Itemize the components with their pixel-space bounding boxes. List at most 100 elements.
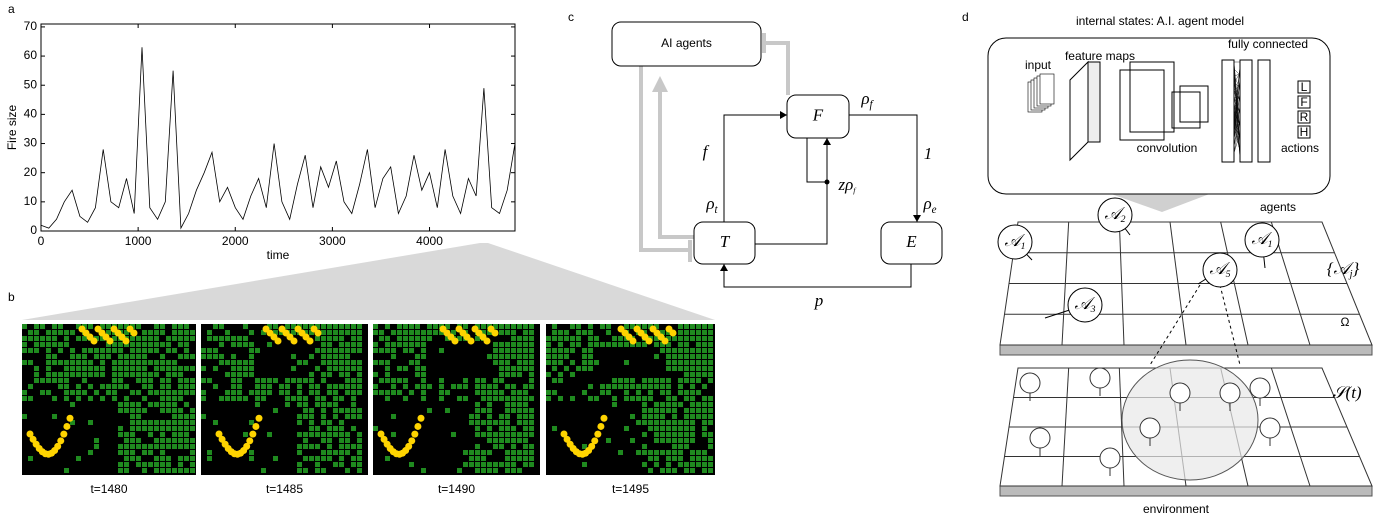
tree-cell (255, 396, 260, 401)
tree-cell (523, 366, 528, 371)
tree-cell (439, 384, 444, 389)
tree-cell (249, 450, 254, 455)
tree-cell (678, 384, 683, 389)
tree-cell (439, 330, 444, 335)
tree-cell (142, 444, 147, 449)
fire-cell (290, 337, 298, 345)
tree-cell (118, 354, 123, 359)
tree-cell (327, 420, 332, 425)
tree-cell (690, 336, 695, 341)
agent (1244, 222, 1280, 258)
tree-cell (321, 378, 326, 383)
tree-cell (475, 378, 480, 383)
tree-cell (303, 432, 308, 437)
arrow-head (652, 76, 668, 92)
snapshot (373, 324, 540, 475)
tree-cell (273, 408, 278, 413)
tree-cell (207, 348, 212, 353)
tree-cell (243, 366, 248, 371)
tree-cell (166, 336, 171, 341)
fire-cell (645, 337, 653, 345)
tree-cell (154, 324, 159, 329)
tree-cell (303, 414, 308, 419)
tree-cell (505, 372, 510, 377)
y-tick-label: 10 (24, 194, 38, 208)
tree-cell (357, 414, 362, 419)
tree-cell (345, 390, 350, 395)
tree-cell (660, 342, 665, 347)
tree-cell (457, 468, 462, 473)
tree-cell (70, 366, 75, 371)
tree-cell (106, 354, 111, 359)
view-line (1149, 284, 1201, 366)
tree-cell (648, 414, 653, 419)
tree-cell (40, 378, 45, 383)
tree-cell (499, 420, 504, 425)
tree-cell (142, 450, 147, 455)
tree-cell (678, 456, 683, 461)
y-tick-label: 0 (30, 223, 37, 237)
math-label: ρe (922, 194, 936, 216)
tree-cell (481, 420, 486, 425)
tree-cell (58, 330, 63, 335)
tree-cell (345, 342, 350, 347)
tree-cell (64, 342, 69, 347)
tree-cell (600, 384, 605, 389)
tree-cell (690, 456, 695, 461)
tree-cell (678, 450, 683, 455)
tree-cell (570, 324, 575, 329)
tree-cell (166, 462, 171, 467)
tree-cell (618, 378, 623, 383)
tree-cell (219, 360, 224, 365)
tree-cell (297, 420, 302, 425)
tree-cell (475, 432, 480, 437)
tree-cell (136, 414, 141, 419)
tree-cell (207, 336, 212, 341)
math-base: f (703, 142, 710, 161)
tree-cell (511, 324, 516, 329)
tree-cell (660, 348, 665, 353)
fire-cell (588, 442, 596, 450)
tree-cell (94, 390, 99, 395)
tree-cell (582, 360, 587, 365)
tree-cell (654, 402, 659, 407)
tree-cell (523, 354, 528, 359)
perception-area (1121, 359, 1259, 481)
tree-cell (487, 354, 492, 359)
tree-cell (178, 414, 183, 419)
tree-cell (499, 372, 504, 377)
tree-cell (303, 330, 308, 335)
tree-cell (297, 444, 302, 449)
tree-cell (379, 378, 384, 383)
tree-cell (148, 462, 153, 467)
tree-cell (672, 420, 677, 425)
tree-cell (475, 456, 480, 461)
tree-cell (112, 330, 117, 335)
tree-cell (463, 378, 468, 383)
tree-cell (487, 414, 492, 419)
tree-cell (523, 450, 528, 455)
tree-cell (166, 366, 171, 371)
tree-cell (373, 360, 378, 365)
fire-cell (669, 329, 677, 337)
math-sub: f (853, 186, 857, 195)
dense-edge (1233, 118, 1241, 154)
tree-cell (397, 336, 402, 341)
tree-cell (118, 462, 123, 467)
tree-cell (28, 336, 33, 341)
tree-cell (505, 324, 510, 329)
tree-cell (88, 366, 93, 371)
tree-cell (357, 330, 362, 335)
tree-cell (160, 432, 165, 437)
tree-cell (64, 336, 69, 341)
tree-cell (351, 462, 356, 467)
tree-cell (654, 462, 659, 467)
tree-cell (678, 324, 683, 329)
tree-cell (678, 426, 683, 431)
tree-cell (648, 450, 653, 455)
tree-cell (172, 330, 177, 335)
tree-cell (172, 372, 177, 377)
tree-cell (124, 360, 129, 365)
tree-cell (184, 444, 189, 449)
tree-cell (315, 390, 320, 395)
